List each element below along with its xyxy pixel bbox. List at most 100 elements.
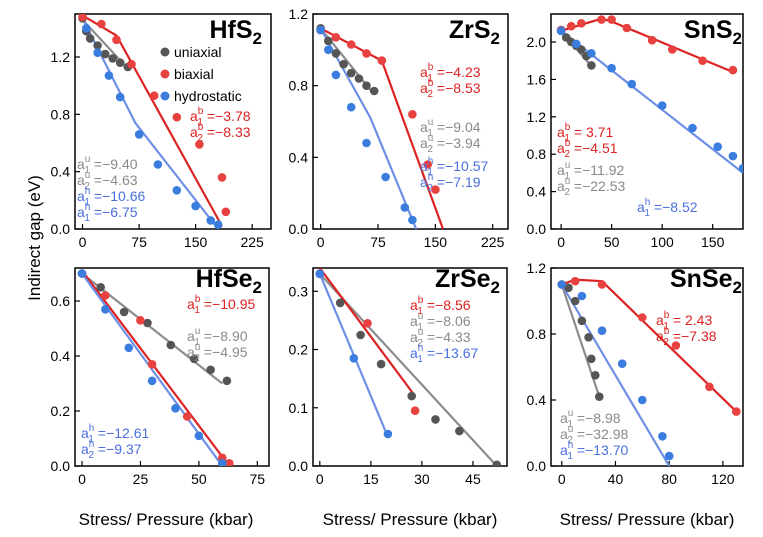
- hydrostatic-point: [115, 92, 125, 102]
- x-tick-label: 75: [370, 234, 386, 250]
- uniaxial-coefficient-label: au 2 =−3.94: [420, 133, 481, 155]
- coef-symbol: a: [187, 296, 195, 312]
- coef-subscript: 2: [567, 435, 573, 446]
- coef-value: =−13.70: [577, 442, 629, 458]
- coef-superscript: b: [198, 106, 204, 117]
- uniaxial-point: [119, 307, 129, 317]
- hydrostatic-point: [557, 280, 566, 289]
- hydrostatic-point: [556, 26, 566, 36]
- legend-marker-uniaxial: [160, 47, 170, 57]
- legend-marker-hydrostatic: [160, 91, 170, 101]
- biaxial-point: [577, 19, 586, 28]
- hydrostatic-point: [171, 404, 180, 413]
- coef-subscript: 2: [194, 353, 200, 364]
- biaxial-point: [431, 185, 440, 194]
- coef-subscript: 2: [427, 183, 433, 194]
- hydrostatic-point: [400, 203, 410, 212]
- y-tick-label: 0.2: [51, 403, 71, 419]
- biaxial-point: [698, 56, 707, 65]
- coef-superscript: b: [198, 122, 204, 133]
- hydrostatic-point: [124, 343, 134, 353]
- hydrostatic-coefficient-label: ah 1 =−13.67: [410, 343, 479, 365]
- coef-superscript: u: [568, 424, 574, 435]
- x-tick-label: 75: [250, 471, 266, 487]
- biaxial-point: [668, 45, 677, 54]
- uniaxial-point: [577, 45, 586, 54]
- coef-value: =−8.53: [437, 80, 481, 96]
- uniaxial-point: [354, 74, 364, 83]
- biaxial-point: [597, 280, 607, 289]
- coef-value: =−10.66: [94, 188, 146, 204]
- panel-title-subscript: 2: [253, 278, 262, 297]
- hydrostatic-fit-line: [560, 283, 671, 466]
- coef-superscript: h: [418, 343, 424, 354]
- x-tick-label: 100: [650, 234, 674, 250]
- coef-value: =−8.52: [654, 199, 698, 215]
- uniaxial-coefficient-label: au 1 =−8.98: [560, 408, 621, 430]
- coef-subscript: 2: [197, 133, 203, 144]
- coef-value: =−6.75: [94, 204, 138, 220]
- hydrostatic-coefficient-label: ah 1 =−12.61: [81, 423, 150, 445]
- coef-superscript: u: [418, 327, 424, 338]
- hydrostatic-point: [728, 151, 738, 161]
- coef-superscript: h: [428, 156, 434, 167]
- coef-subscript: 1: [84, 165, 90, 176]
- coef-symbol: a: [187, 344, 195, 360]
- x-tick-label: 80: [661, 471, 677, 487]
- uniaxial-point: [595, 392, 604, 402]
- coef-subscript: 1: [194, 337, 200, 348]
- hydrostatic-point: [657, 101, 667, 110]
- coef-symbol: a: [190, 108, 198, 124]
- coef-value: =−22.53: [574, 178, 626, 194]
- hydrostatic-point: [316, 25, 325, 35]
- coef-superscript: b: [565, 122, 571, 133]
- coef-subscript: 1: [644, 208, 650, 219]
- hydrostatic-point: [627, 79, 637, 89]
- hydrostatic-point: [194, 431, 204, 441]
- hydrostatic-coefficient-label: ah 1 =−8.52: [637, 197, 698, 219]
- legend: uniaxial biaxial hydrostatic: [160, 44, 242, 104]
- y-tick-label: 1.2: [527, 260, 547, 276]
- coef-superscript: h: [85, 186, 91, 197]
- hydrostatic-point: [572, 39, 581, 49]
- hydrostatic-point: [77, 269, 87, 278]
- panel-title-main: HfS: [209, 16, 252, 44]
- coef-value: =−4.63: [94, 172, 138, 188]
- biaxial-point: [149, 91, 159, 100]
- x-axis-label-right: Stress/ Pressure (kbar): [560, 510, 735, 529]
- coef-value: =−4.51: [574, 140, 618, 156]
- hydrostatic-point: [101, 305, 110, 314]
- biaxial-point: [607, 15, 616, 24]
- panel-title-subscript: 2: [491, 29, 500, 48]
- biaxial-coefficient-label: ab 1 =−10.95: [187, 294, 256, 316]
- y-tick-label: 0.0: [51, 221, 71, 237]
- hydrostatic-point: [82, 24, 91, 33]
- coef-superscript: h: [89, 439, 95, 450]
- coef-value: =−8.33: [207, 124, 251, 140]
- uniaxial-point: [564, 283, 573, 293]
- biaxial-coefficient-label: ab 2 =−7.38: [656, 326, 717, 348]
- uniaxial-point: [587, 61, 596, 70]
- x-tick-label: 225: [481, 234, 505, 250]
- biaxial-point: [217, 173, 227, 182]
- x-tick-label: 45: [465, 471, 481, 487]
- y-tick-label: 0.3: [289, 283, 309, 299]
- hydrostatic-point: [577, 291, 587, 301]
- uniaxial-point: [85, 34, 95, 43]
- y-tick-label: 0.4: [527, 184, 547, 200]
- hydrostatic-coefficient-label: ah 1 =−10.57: [420, 156, 489, 178]
- coef-superscript: u: [85, 154, 91, 165]
- biaxial-point: [377, 56, 387, 65]
- biaxial-point: [101, 291, 110, 300]
- y-tick-label: 0.8: [527, 326, 547, 342]
- uniaxial-point: [93, 41, 102, 50]
- uniaxial-coefficient-label: au 2 =−4.33: [410, 327, 471, 349]
- coef-symbol: a: [656, 312, 664, 328]
- hydrostatic-coefficient-label: ah 2 =−9.37: [81, 439, 142, 461]
- panel-title-subscript: 2: [491, 278, 500, 297]
- panel-title-main: SnSe: [670, 265, 733, 293]
